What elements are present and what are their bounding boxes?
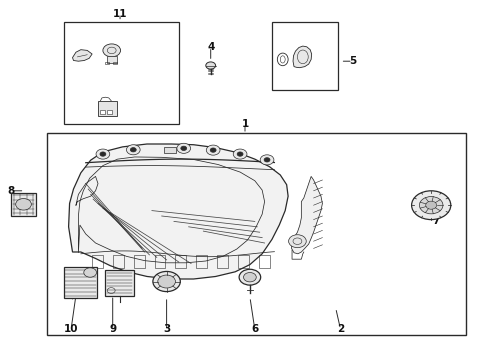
- Circle shape: [130, 148, 136, 152]
- Bar: [259, 255, 270, 268]
- Circle shape: [177, 143, 191, 153]
- Circle shape: [289, 235, 306, 248]
- Bar: [92, 255, 103, 268]
- Text: 5: 5: [349, 56, 356, 66]
- Bar: [217, 255, 228, 268]
- Circle shape: [126, 145, 140, 155]
- Circle shape: [96, 149, 110, 159]
- Bar: [196, 255, 207, 268]
- Circle shape: [412, 191, 451, 220]
- Circle shape: [237, 152, 243, 156]
- Bar: [164, 147, 176, 153]
- Bar: [134, 255, 145, 268]
- Circle shape: [100, 152, 106, 156]
- Circle shape: [103, 44, 121, 57]
- Bar: [272, 22, 338, 90]
- Polygon shape: [73, 50, 92, 61]
- Circle shape: [84, 268, 97, 277]
- Text: 11: 11: [113, 9, 127, 19]
- Bar: [105, 62, 109, 64]
- Polygon shape: [292, 176, 322, 254]
- Circle shape: [244, 273, 256, 282]
- Bar: [113, 62, 117, 64]
- Text: 6: 6: [251, 324, 258, 334]
- Bar: [98, 101, 117, 116]
- Circle shape: [426, 201, 437, 209]
- Text: 9: 9: [109, 324, 116, 334]
- Bar: [155, 255, 166, 268]
- Bar: [11, 193, 36, 216]
- Polygon shape: [293, 46, 312, 68]
- Text: 10: 10: [64, 324, 78, 334]
- Circle shape: [260, 155, 274, 165]
- Circle shape: [233, 149, 247, 159]
- Circle shape: [16, 199, 31, 210]
- Text: 2: 2: [337, 324, 344, 334]
- Bar: [175, 255, 186, 268]
- Circle shape: [158, 275, 175, 288]
- Circle shape: [206, 145, 220, 155]
- Circle shape: [419, 197, 443, 214]
- Polygon shape: [69, 144, 288, 279]
- Bar: [238, 255, 249, 268]
- Text: 1: 1: [242, 119, 248, 129]
- Text: 8: 8: [7, 186, 14, 196]
- Bar: [113, 255, 123, 268]
- Bar: [47, 133, 466, 335]
- Circle shape: [206, 62, 216, 69]
- Bar: [107, 110, 112, 114]
- Circle shape: [181, 146, 187, 150]
- Text: 3: 3: [163, 324, 170, 334]
- Bar: [64, 22, 179, 124]
- Text: 7: 7: [432, 216, 440, 226]
- Bar: [105, 270, 134, 296]
- Circle shape: [210, 148, 216, 152]
- Bar: [64, 267, 97, 298]
- Bar: [100, 110, 105, 114]
- Circle shape: [239, 269, 261, 285]
- Circle shape: [153, 271, 180, 292]
- Circle shape: [264, 158, 270, 162]
- Bar: [107, 56, 117, 63]
- Text: 4: 4: [207, 42, 215, 52]
